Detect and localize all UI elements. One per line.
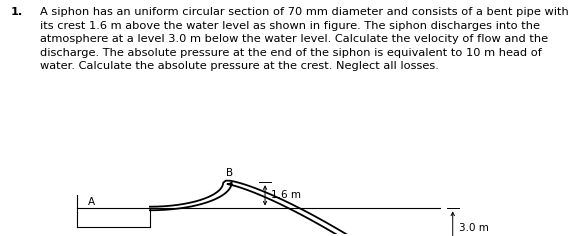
Text: A: A: [88, 197, 95, 207]
Text: 3.0 m: 3.0 m: [459, 223, 489, 233]
Text: A siphon has an uniform circular section of 70 mm diameter and consists of a ben: A siphon has an uniform circular section…: [40, 7, 569, 72]
Text: 1.6 m: 1.6 m: [271, 190, 301, 200]
Text: 1.: 1.: [10, 7, 23, 17]
Text: B: B: [226, 168, 233, 178]
